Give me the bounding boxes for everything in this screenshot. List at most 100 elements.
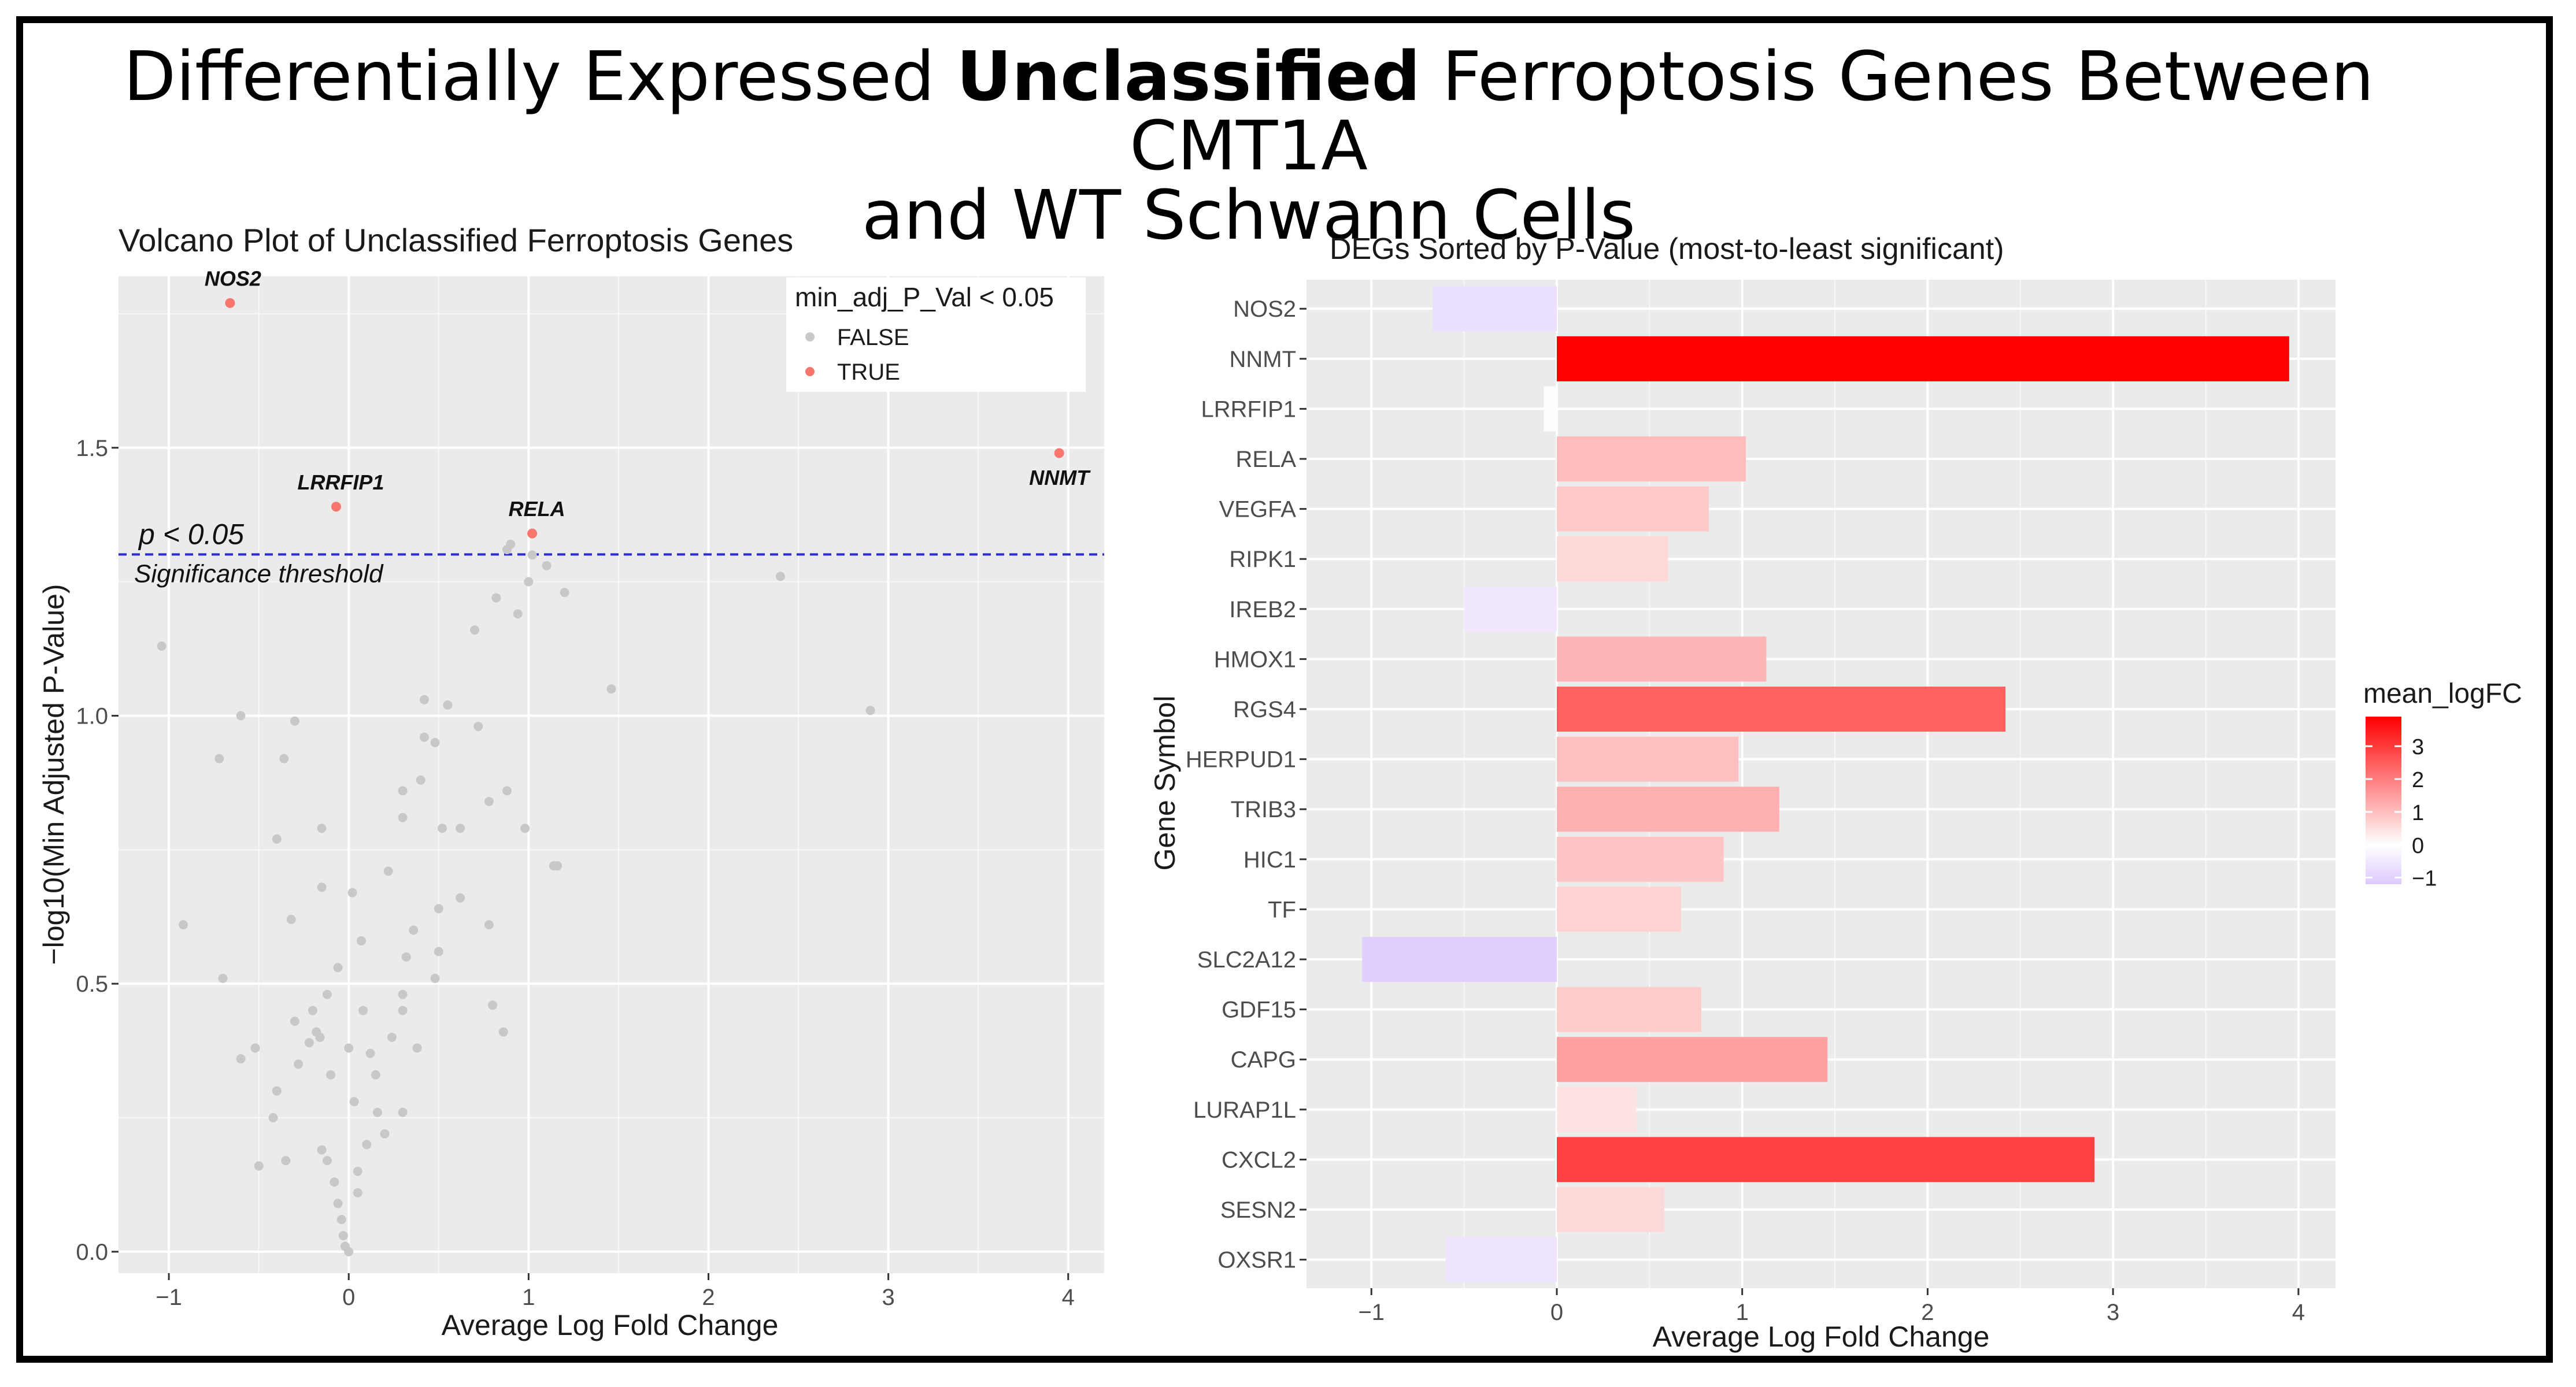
volcano-point xyxy=(775,572,785,581)
volcano-point xyxy=(353,1166,362,1176)
volcano-point xyxy=(358,1006,368,1015)
volcano-point xyxy=(398,1107,408,1117)
volcano-point xyxy=(470,625,480,635)
volcano-point xyxy=(419,732,429,742)
volcano-point xyxy=(308,1006,318,1015)
volcano-point xyxy=(373,1107,383,1117)
colorbar-tick-label: −1 xyxy=(2412,867,2437,891)
volcano-point xyxy=(401,952,411,962)
volcano-point xyxy=(430,737,440,747)
threshold-sublabel: Significance threshold xyxy=(134,559,384,588)
volcano-point xyxy=(281,1156,291,1166)
colorbar-tick-label: 2 xyxy=(2412,768,2424,792)
volcano-y-tick-label: 1.0 xyxy=(76,703,108,729)
volcano-point xyxy=(398,786,408,796)
volcano-y-tick-label: 1.5 xyxy=(76,436,108,461)
bar-y-tick-label: OXSR1 xyxy=(1217,1248,1296,1273)
legend-true-swatch xyxy=(805,367,815,376)
volcano-point xyxy=(279,754,289,763)
volcano-point xyxy=(371,1070,380,1080)
volcano-point xyxy=(315,1032,325,1042)
volcano-point xyxy=(488,1000,498,1010)
volcano-x-tick-label: 2 xyxy=(702,1285,715,1310)
bar-nos2 xyxy=(1433,286,1557,332)
bar-tf xyxy=(1556,887,1681,932)
threshold-label: p < 0.05 xyxy=(138,518,244,550)
colorbar-title: mean_logFC xyxy=(2363,678,2522,709)
bar-y-tick-label: RIPK1 xyxy=(1229,547,1296,572)
volcano-point xyxy=(326,1070,336,1080)
bar-capg xyxy=(1556,1037,1828,1082)
volcano-y-tick-label: 0.5 xyxy=(76,971,108,997)
bar-lrrfip1 xyxy=(1544,386,1557,432)
bar-x-tick-label: 0 xyxy=(1550,1300,1563,1325)
volcano-panel xyxy=(119,276,1104,1273)
bar-y-tick-label: HMOX1 xyxy=(1214,647,1296,672)
volcano-point xyxy=(268,1113,278,1123)
volcano-point xyxy=(333,1199,343,1208)
volcano-point-significant xyxy=(1054,448,1064,458)
legend-false-swatch xyxy=(805,332,815,342)
volcano-point xyxy=(513,609,523,619)
colorbar xyxy=(2366,717,2401,884)
bar-y-tick-label: IREB2 xyxy=(1229,597,1296,622)
volcano-point-significant xyxy=(527,528,538,539)
bar-y-tick-label: RELA xyxy=(1236,447,1297,472)
bar-oxsr1 xyxy=(1445,1237,1557,1282)
volcano-point-label: NOS2 xyxy=(205,266,261,290)
volcano-point xyxy=(254,1161,264,1171)
volcano-point xyxy=(362,1140,372,1149)
volcano-point xyxy=(157,641,166,651)
volcano-point xyxy=(409,925,419,935)
volcano-x-tick-label: 3 xyxy=(882,1285,895,1310)
volcano-point xyxy=(484,920,494,930)
volcano-point xyxy=(290,716,299,726)
volcano-point-label: NNMT xyxy=(1029,466,1091,489)
bar-x-tick-label: 2 xyxy=(1921,1300,1934,1325)
volcano-point xyxy=(398,1006,408,1015)
volcano-point xyxy=(322,989,332,999)
bar-y-tick-label: LURAP1L xyxy=(1193,1097,1296,1123)
page-title: Differentially Expressed Unclassified Fe… xyxy=(0,42,2497,250)
bar-trib3 xyxy=(1556,787,1779,832)
bar-y-axis-label: Gene Symbol xyxy=(1149,696,1181,871)
bar-y-tick-label: RGS4 xyxy=(1233,697,1296,722)
volcano-point xyxy=(338,1231,348,1241)
volcano-point xyxy=(347,888,357,898)
volcano-x-tick-label: 0 xyxy=(342,1285,355,1310)
title-line1-after: Ferroptosis Genes Between CMT1A xyxy=(1129,36,2374,186)
volcano-point-label: RELA xyxy=(509,497,565,521)
title-line2: and WT Schwann Cells xyxy=(861,175,1636,255)
bar-y-tick-label: HERPUD1 xyxy=(1186,747,1296,773)
volcano-point xyxy=(294,1059,304,1069)
volcano-point xyxy=(419,695,429,704)
volcano-point xyxy=(236,1054,246,1064)
legend-false-label: FALSE xyxy=(837,325,909,350)
bar-y-tick-label: CAPG xyxy=(1231,1047,1296,1073)
volcano-point xyxy=(365,1048,375,1058)
bar-y-tick-label: GDF15 xyxy=(1222,997,1296,1023)
volcano-point xyxy=(353,1188,362,1197)
bar-y-tick-label: VEGFA xyxy=(1219,497,1297,522)
bar-gdf15 xyxy=(1556,987,1702,1032)
volcano-point xyxy=(290,1017,299,1026)
volcano-point xyxy=(380,1129,390,1138)
volcano-point xyxy=(865,706,875,715)
volcano-legend: min_adj_P_Val < 0.05 FALSE TRUE xyxy=(786,277,1086,392)
bar-y-tick-label: HIC1 xyxy=(1243,847,1296,873)
volcano-point xyxy=(272,834,282,844)
bar-hmox1 xyxy=(1556,636,1767,682)
volcano-point xyxy=(333,963,343,973)
volcano-point xyxy=(272,1086,282,1096)
volcano-title: Volcano Plot of Unclassified Ferroptosis… xyxy=(119,222,793,258)
volcano-plot: Volcano Plot of Unclassified Ferroptosis… xyxy=(38,222,1104,1341)
volcano-x-tick-label: −1 xyxy=(156,1285,182,1310)
volcano-point xyxy=(387,1032,397,1042)
bar-ripk1 xyxy=(1556,536,1668,582)
bar-plot: DEGs Sorted by P-Value (most-to-least si… xyxy=(1149,232,2522,1353)
volcano-point xyxy=(438,824,447,833)
volcano-point xyxy=(383,866,393,876)
volcano-point xyxy=(491,593,501,603)
bar-y-tick-label: TRIB3 xyxy=(1231,797,1296,822)
